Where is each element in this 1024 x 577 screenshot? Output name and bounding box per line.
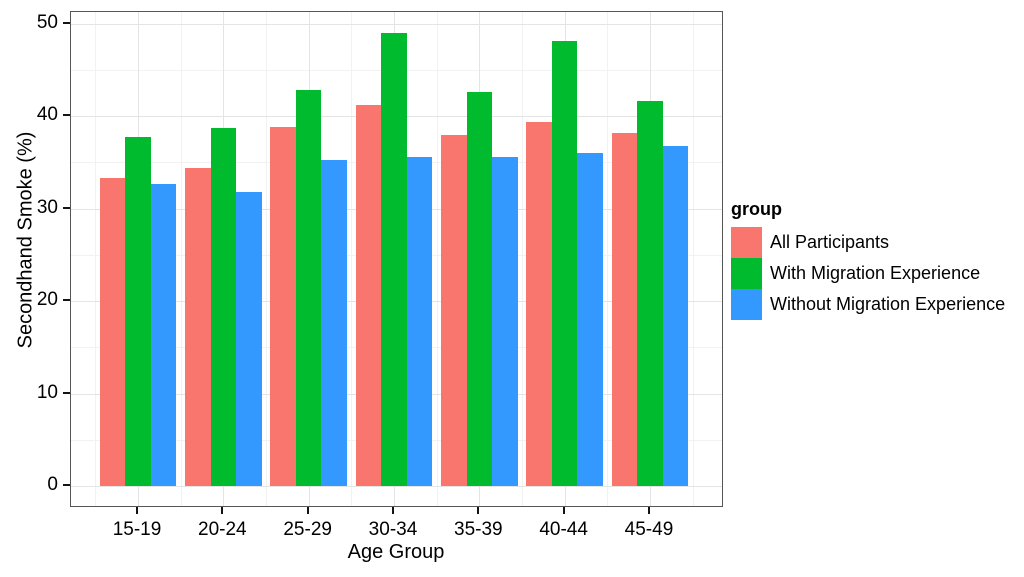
bar-series1-40-44 xyxy=(551,41,578,486)
x-axis-title: Age Group xyxy=(347,541,445,563)
bar-series0-20-24 xyxy=(184,167,211,486)
legend-key-swatch-green xyxy=(731,258,762,289)
y-tick-label: 0 xyxy=(47,474,58,495)
plot-panel xyxy=(70,11,723,507)
gridline-minor-v xyxy=(521,12,523,506)
x-tick xyxy=(136,507,138,514)
x-tick xyxy=(306,507,309,514)
legend-title: group xyxy=(731,199,782,219)
x-tick xyxy=(562,507,565,514)
gridline-minor-v xyxy=(265,12,267,506)
bar-series1-15-19 xyxy=(125,137,151,486)
legend-key-swatch-red xyxy=(731,227,762,258)
x-tick xyxy=(477,507,480,514)
y-tick xyxy=(63,21,70,24)
x-tick-label: 35-39 xyxy=(454,519,503,540)
bar-series2-40-44 xyxy=(577,153,604,486)
y-tick-label: 30 xyxy=(36,196,58,218)
bar-series2-35-39 xyxy=(492,156,518,486)
x-tick-label: 30-34 xyxy=(368,519,418,540)
y-axis-title: Secondhand Smoke (%) xyxy=(14,131,37,349)
x-tick-label: 20-24 xyxy=(198,519,247,540)
x-tick-label: 15-19 xyxy=(112,519,162,540)
bar-series1-35-39 xyxy=(466,91,493,486)
x-tick xyxy=(647,507,650,514)
legend-key-swatch-blue xyxy=(731,289,762,320)
bar-series0-35-39 xyxy=(440,134,467,486)
bar-series0-45-49 xyxy=(611,132,638,486)
y-tick-label: 20 xyxy=(36,289,58,310)
legend-item: Without Migration Experience xyxy=(731,289,1005,320)
x-tick xyxy=(391,507,394,514)
gridline-minor-v xyxy=(692,12,694,506)
gridline-major-h xyxy=(71,23,722,25)
gridline-minor-v xyxy=(95,12,97,506)
x-tick xyxy=(221,507,224,514)
gridline-minor-v xyxy=(607,12,609,506)
bar-series2-25-29 xyxy=(321,160,348,486)
bar-series1-45-49 xyxy=(637,101,663,486)
y-tick xyxy=(63,299,70,301)
gridline-minor-v xyxy=(351,12,353,506)
legend-label: All Participants xyxy=(770,232,890,252)
bar-series1-20-24 xyxy=(210,128,237,486)
legend-item: With Migration Experience xyxy=(731,258,1005,289)
bar-series1-25-29 xyxy=(295,90,322,486)
legend: group All Participants With Migration Ex… xyxy=(731,199,1005,320)
x-tick-label: 25-29 xyxy=(283,519,332,540)
gridline-minor-v xyxy=(436,12,438,506)
legend-label: Without Migration Experience xyxy=(770,294,1006,314)
legend-label: With Migration Experience xyxy=(770,263,981,283)
bar-series0-40-44 xyxy=(526,121,552,486)
bar-series2-15-19 xyxy=(150,183,177,486)
y-tick xyxy=(63,484,70,486)
y-tick xyxy=(63,391,70,394)
bar-series2-30-34 xyxy=(406,156,433,486)
gridline-major-h xyxy=(71,486,722,487)
legend-item: All Participants xyxy=(731,227,1005,258)
y-tick-label: 50 xyxy=(36,11,58,33)
bar-series0-15-19 xyxy=(99,177,126,486)
bar-series2-45-49 xyxy=(662,145,689,486)
x-tick-label: 45-49 xyxy=(624,519,674,540)
bar-series1-30-34 xyxy=(381,32,407,486)
y-tick-label: 10 xyxy=(36,381,58,403)
bar-series0-25-29 xyxy=(270,127,296,486)
y-tick xyxy=(63,206,70,209)
x-tick-label: 40-44 xyxy=(539,519,588,540)
bar-series0-30-34 xyxy=(355,104,382,486)
gridline-minor-v xyxy=(180,12,182,506)
y-tick xyxy=(63,114,70,116)
y-tick-label: 40 xyxy=(36,104,58,125)
bar-series2-20-24 xyxy=(236,191,262,486)
